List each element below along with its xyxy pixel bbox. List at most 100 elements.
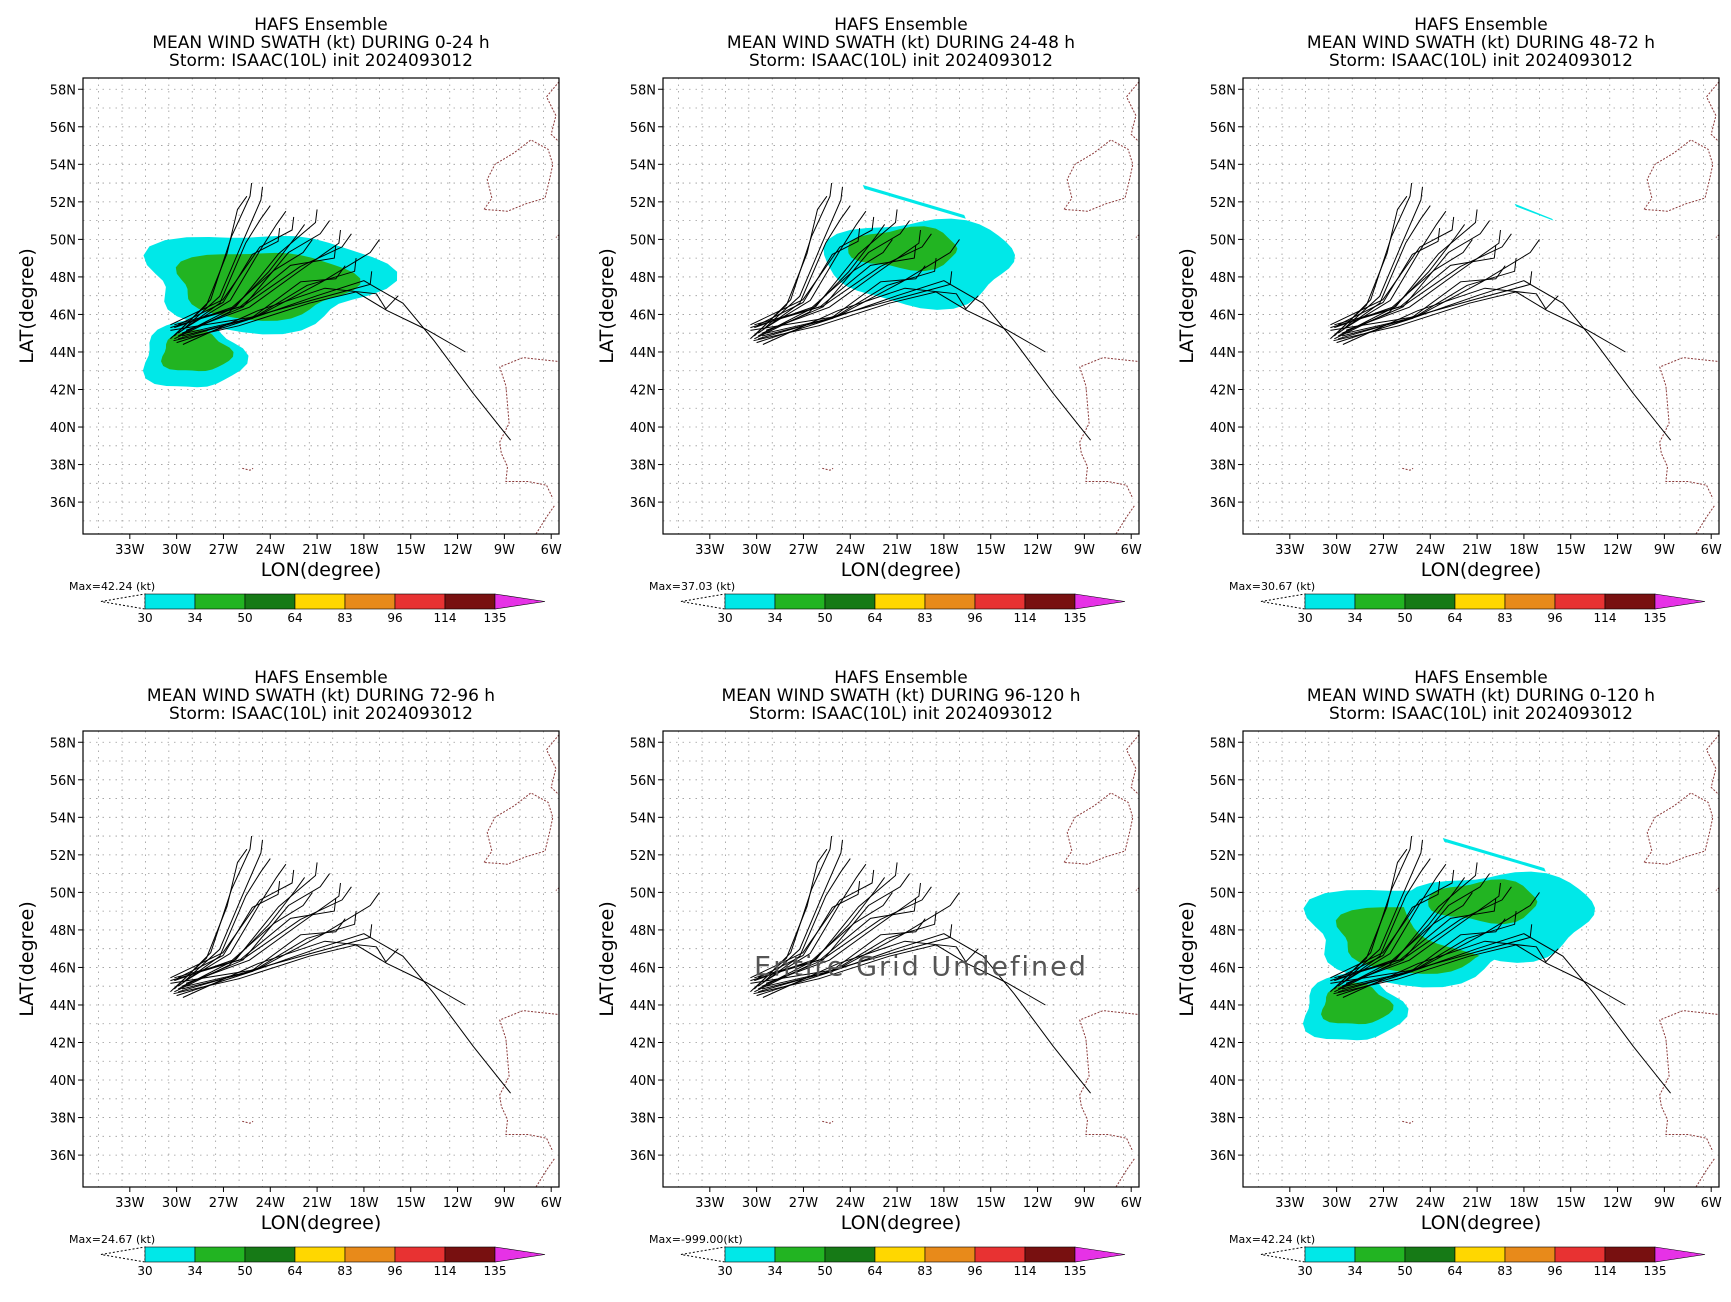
ensemble-track	[757, 881, 861, 979]
x-tick-label: 9W	[1654, 1196, 1675, 1211]
colorbar-segment	[974, 593, 1026, 610]
ensemble-track	[177, 205, 271, 334]
colorbar-segment	[874, 593, 926, 610]
x-tick-label: 27W	[789, 1196, 819, 1211]
coastline	[1115, 505, 1135, 534]
ensemble-track	[750, 233, 932, 329]
y-tick-label: 40N	[630, 1074, 656, 1089]
x-tick-label: 12W	[443, 1196, 473, 1211]
colorbar-segment	[974, 1246, 1026, 1263]
panel-title: HAFS Ensemble	[1414, 668, 1547, 688]
y-tick-label: 42N	[630, 1037, 656, 1052]
y-tick-label: 42N	[50, 1037, 76, 1052]
colorbar-lower-arrow	[680, 593, 726, 610]
ensemble-track	[185, 882, 341, 984]
colorbar-segment	[1504, 593, 1556, 610]
ensemble-track	[170, 924, 373, 984]
colorbar-segment	[724, 1246, 776, 1263]
x-tick-label: 21W	[882, 543, 912, 558]
colorbar-segment	[1354, 1246, 1406, 1263]
y-axis-label: LAT(degree)	[16, 248, 38, 364]
colorbar-level-label: 135	[1644, 1264, 1667, 1278]
panel-title: HAFS Ensemble	[834, 15, 967, 35]
colorbar-segment	[1304, 1246, 1356, 1263]
colorbar-segment	[444, 1246, 496, 1263]
colorbar-max-label: Max=24.67 (kt)	[69, 1233, 155, 1246]
y-tick-label: 56N	[50, 121, 76, 136]
colorbar-level-label: 114	[1014, 1264, 1037, 1278]
colorbar-segment	[724, 593, 776, 610]
colorbar-level-label: 96	[1547, 611, 1562, 625]
undefined-grid-message: Entire Grid Undefined	[754, 951, 1088, 982]
coastline	[545, 81, 559, 238]
map-content	[142, 81, 559, 534]
colorbar-segment	[394, 1246, 446, 1263]
ensemble-track	[1345, 882, 1501, 984]
colorbar-level-label: 96	[1547, 1264, 1562, 1278]
y-tick-label: 46N	[630, 961, 656, 976]
x-tick-label: 6W	[1701, 543, 1722, 558]
colorbar-level-label: 34	[1347, 1264, 1362, 1278]
ensemble-track	[1334, 892, 1473, 982]
y-tick-label: 58N	[1210, 736, 1236, 751]
map-content	[1330, 81, 1719, 534]
colorbar-level-label: 50	[1397, 1264, 1412, 1278]
y-tick-label: 50N	[630, 233, 656, 248]
ensemble-track	[1330, 886, 1512, 982]
x-axis-label: LON(degree)	[261, 1212, 382, 1234]
colorbar-upper-arrow	[494, 593, 546, 610]
panel-title: HAFS Ensemble	[254, 15, 387, 35]
y-tick-label: 56N	[50, 774, 76, 789]
x-tick-label: 21W	[302, 1196, 332, 1211]
ensemble-track	[1345, 229, 1501, 331]
colorbar-lower-arrow	[1260, 1246, 1306, 1263]
coastline	[1643, 792, 1714, 865]
colorbar-level-label: 83	[1497, 1264, 1512, 1278]
ensemble-track	[181, 873, 331, 987]
y-tick-label: 38N	[1210, 459, 1236, 474]
ensemble-track	[185, 229, 341, 331]
y-tick-label: 48N	[50, 924, 76, 939]
colorbar-segment	[1604, 1246, 1656, 1263]
x-tick-label: 24W	[256, 1196, 286, 1211]
ensemble-track	[1334, 239, 1473, 329]
y-tick-label: 44N	[1210, 999, 1236, 1014]
colorbar-level-label: 114	[1014, 611, 1037, 625]
y-tick-label: 54N	[50, 158, 76, 173]
y-tick-label: 42N	[1210, 1037, 1236, 1052]
colorbar-upper-arrow	[494, 1246, 546, 1263]
x-tick-label: 27W	[1369, 543, 1399, 558]
panel-subtitle: MEAN WIND SWATH (kt) DURING 0-120 h	[1307, 686, 1655, 706]
x-tick-label: 24W	[256, 543, 286, 558]
coastline	[483, 139, 554, 212]
y-tick-label: 38N	[630, 459, 656, 474]
coastline	[1115, 1158, 1135, 1187]
y-tick-label: 36N	[50, 1149, 76, 1164]
y-tick-label: 44N	[1210, 346, 1236, 361]
x-tick-label: 12W	[1023, 1196, 1053, 1211]
y-tick-label: 56N	[630, 774, 656, 789]
x-tick-label: 30W	[742, 1196, 772, 1211]
y-tick-label: 48N	[50, 271, 76, 286]
coastline	[499, 357, 558, 499]
ensemble-track	[754, 892, 893, 982]
colorbar-level-label: 135	[1064, 611, 1087, 625]
panel-storm-label: Storm: ISAAC(10L) init 2024093012	[169, 51, 473, 71]
x-axis-label: LON(degree)	[1421, 559, 1542, 581]
x-tick-label: 15W	[976, 543, 1006, 558]
y-axis-label: LAT(degree)	[596, 901, 618, 1017]
ensemble-track	[762, 287, 979, 345]
panel-subtitle: MEAN WIND SWATH (kt) DURING 96-120 h	[722, 686, 1081, 706]
y-tick-label: 52N	[1210, 196, 1236, 211]
ensemble-track	[1337, 209, 1478, 337]
panel-storm-label: Storm: ISAAC(10L) init 2024093012	[1329, 51, 1633, 71]
x-axis-label: LON(degree)	[841, 559, 962, 581]
colorbar-level-label: 64	[1447, 611, 1462, 625]
ensemble-track	[757, 205, 851, 334]
x-tick-label: 9W	[494, 1196, 515, 1211]
colorbar-lower-arrow	[680, 1246, 726, 1263]
x-tick-label: 15W	[1556, 543, 1586, 558]
colorbar-segment	[1024, 1246, 1076, 1263]
